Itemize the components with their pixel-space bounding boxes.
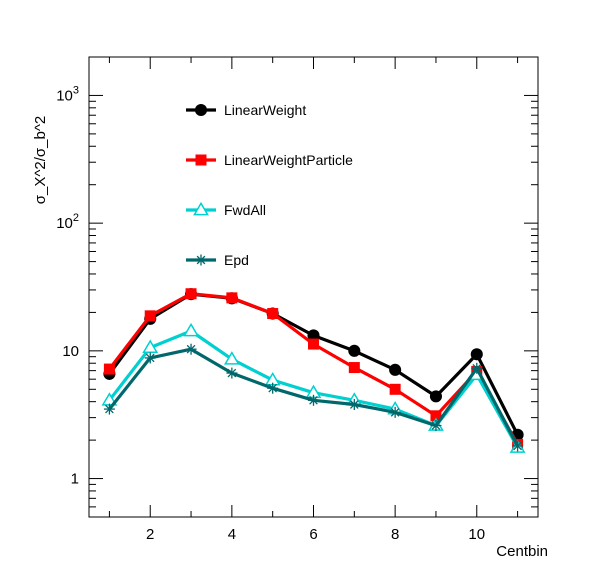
y-axis-title: σ_X^2/σ_b^2: [32, 116, 49, 204]
data-point: [308, 338, 319, 350]
legend-item: FwdAll: [186, 201, 266, 218]
data-point: [348, 399, 360, 411]
x-axis-title: Centbin: [496, 543, 548, 560]
legend-marker: [193, 201, 209, 216]
legend-item: LinearWeightParticle: [186, 152, 353, 168]
legend-item: Epd: [186, 252, 249, 268]
data-point: [223, 351, 240, 365]
data-point: [429, 390, 443, 403]
legend-label: LinearWeight: [224, 102, 306, 118]
y-tick-label: 102: [56, 212, 79, 232]
data-point: [308, 394, 319, 406]
legend-marker: [194, 103, 208, 117]
data-point: [389, 406, 401, 418]
data-point: [185, 343, 197, 355]
legend: LinearWeight LinearWeightParticle FwdAll Ep…: [186, 102, 353, 268]
y-tick-label: 1: [71, 471, 79, 488]
data-point: [144, 352, 156, 364]
data-point: [144, 310, 156, 322]
legend-label: LinearWeightParticle: [224, 152, 353, 168]
legend-label: Epd: [224, 252, 249, 268]
data-point: [307, 329, 320, 342]
y-tick-label: 103: [56, 84, 79, 104]
data-point: [142, 339, 159, 353]
y-axis: 1 10 102 103: [56, 56, 538, 518]
legend-item: LinearWeight: [186, 102, 306, 118]
series-layer: [101, 288, 526, 453]
data-point: [348, 362, 360, 374]
x-tick-label: 10: [468, 526, 485, 543]
x-tick-label: 6: [309, 526, 317, 543]
y-tick-label: 10: [62, 343, 79, 360]
data-point: [185, 288, 197, 300]
data-point: [226, 292, 238, 304]
x-tick-label: 8: [391, 526, 399, 543]
x-tick-label: 4: [228, 526, 236, 543]
data-point: [103, 403, 115, 415]
x-axis: 2 4 6 8 10: [108, 57, 519, 543]
data-point: [430, 420, 442, 432]
data-point: [103, 363, 115, 375]
data-point: [348, 344, 361, 357]
legend-label: FwdAll: [224, 202, 266, 218]
data-point: [430, 410, 442, 422]
data-point: [267, 382, 279, 394]
data-point: [470, 348, 483, 361]
legend-marker: [195, 154, 207, 166]
data-point: [389, 363, 402, 376]
x-tick-label: 2: [146, 526, 154, 543]
series-3: [103, 343, 524, 452]
data-point: [183, 322, 199, 337]
data-point: [389, 383, 401, 395]
data-point: [471, 362, 483, 374]
data-point: [267, 308, 279, 320]
data-point: [226, 367, 238, 379]
legend-marker: [195, 254, 207, 266]
data-point: [512, 440, 524, 452]
